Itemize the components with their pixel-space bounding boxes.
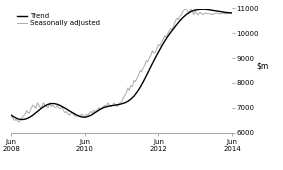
Line: Trend: Trend xyxy=(11,9,232,120)
Trend xyxy=(215,10,218,12)
Seasonally adjusted xyxy=(22,115,25,117)
Trend xyxy=(86,115,90,117)
Seasonally adjusted xyxy=(138,70,142,72)
Legend: Trend, Seasonally adjusted: Trend, Seasonally adjusted xyxy=(17,13,100,26)
Trend xyxy=(206,8,209,11)
Trend xyxy=(230,12,234,14)
Seasonally adjusted xyxy=(218,13,222,15)
Seasonally adjusted xyxy=(230,12,234,14)
Seasonally adjusted xyxy=(17,121,21,123)
Trend xyxy=(200,8,203,10)
Seasonally adjusted xyxy=(10,114,13,116)
Seasonally adjusted xyxy=(178,15,182,17)
Trend xyxy=(123,102,127,104)
Trend xyxy=(19,118,22,121)
Seasonally adjusted xyxy=(11,117,14,119)
Trend xyxy=(10,114,13,116)
Seasonally adjusted xyxy=(184,7,188,10)
Seasonally adjusted xyxy=(186,10,189,12)
Trend xyxy=(62,106,65,108)
Trend xyxy=(197,8,200,11)
Line: Seasonally adjusted: Seasonally adjusted xyxy=(11,8,232,122)
Y-axis label: $m: $m xyxy=(257,62,269,71)
